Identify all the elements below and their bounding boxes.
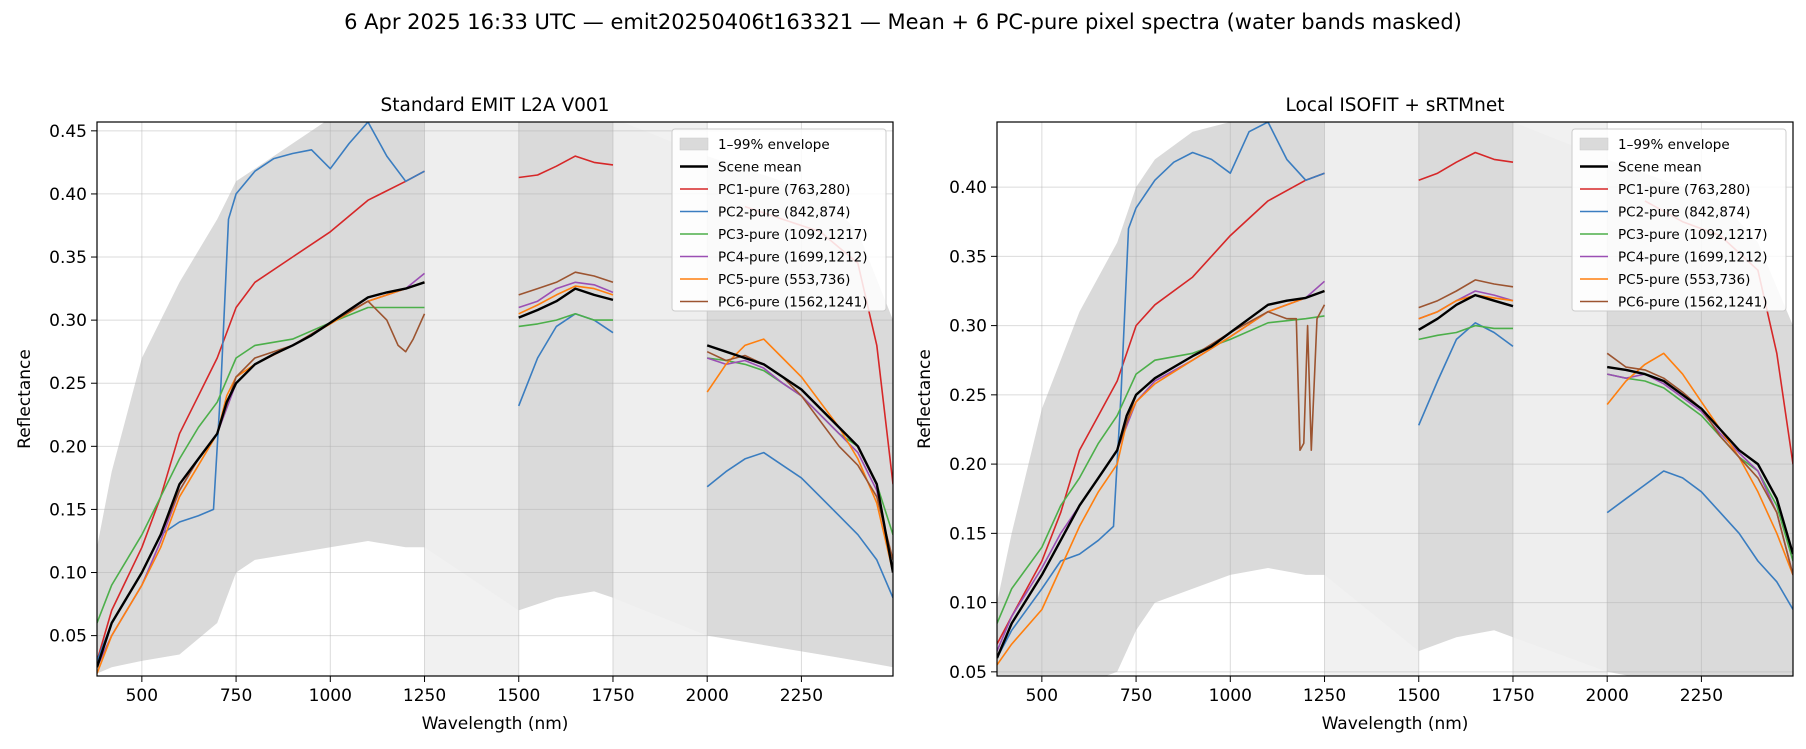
series-line-pc2 — [1606, 470, 1793, 610]
x-tick-label: 1000 — [309, 686, 352, 706]
masked-band-1 — [1324, 122, 1419, 676]
x-tick-label: 2000 — [686, 686, 729, 706]
x-axis-label: Wavelength (nm) — [1322, 714, 1469, 734]
series-line-pc5 — [1418, 294, 1514, 320]
figure-title: 6 Apr 2025 16:33 UTC — emit20250406t1633… — [344, 10, 1462, 34]
legend-swatch-envelope — [679, 137, 709, 151]
series-line-pc4 — [1607, 373, 1793, 576]
series-line-pc4 — [518, 281, 614, 309]
legend-label: PC5-pure (553,736) — [1618, 272, 1750, 288]
axes-frame — [96, 121, 894, 677]
chart-panel-1: 500 750 1000 1250 1500 1750 2000 2250 0.05 0.10 0.… — [15, 95, 894, 734]
y-tick-label: 0.10 — [49, 564, 87, 584]
series-line-pc6 — [706, 350, 893, 561]
y-tick-label: 0.20 — [949, 455, 987, 475]
series-line-pc6 — [518, 271, 614, 296]
legend-label: Scene mean — [718, 160, 802, 176]
legend-label: PC1-pure (763,280) — [718, 182, 850, 198]
y-tick-label: 0.45 — [49, 122, 87, 142]
y-axis-label: Reflectance — [915, 349, 935, 449]
axes-frame — [996, 121, 1794, 677]
series-line-pc3 — [518, 313, 613, 328]
y-tick-label: 0.10 — [949, 594, 987, 614]
legend-label: PC3-pure (1092,1217) — [718, 227, 868, 243]
x-tick-label: 750 — [220, 686, 252, 706]
x-tick-label: 500 — [126, 686, 158, 706]
legend-label: PC3-pure (1092,1217) — [1618, 227, 1768, 243]
y-axis-label: Reflectance — [15, 349, 35, 449]
y-tick-label: 0.25 — [49, 374, 87, 394]
y-tick-label: 0.15 — [949, 524, 987, 544]
legend-label: PC2-pure (842,874) — [1618, 205, 1750, 221]
x-tick-label: 1500 — [1397, 686, 1440, 706]
y-tick-label: 0.05 — [49, 627, 87, 647]
legend-label: 1–99% envelope — [718, 137, 830, 153]
series-line-pc5 — [706, 338, 893, 573]
series-line-mean — [1607, 365, 1793, 555]
x-tick-label: 500 — [1026, 686, 1058, 706]
series-line-pc3 — [97, 306, 425, 624]
x-tick-label: 1750 — [1491, 686, 1534, 706]
series-line-pc5 — [1606, 352, 1793, 576]
series-line-pc1 — [97, 170, 425, 662]
series-line-pc2 — [1417, 322, 1514, 426]
x-tick-label: 2250 — [780, 686, 823, 706]
y-tick-label: 0.30 — [949, 317, 987, 337]
series-line-pc2 — [706, 451, 893, 599]
legend-frame — [1571, 128, 1787, 312]
series-line-pc1 — [518, 155, 614, 179]
x-axis-label: Wavelength (nm) — [422, 714, 569, 734]
x-tick-label: 1000 — [1209, 686, 1252, 706]
x-tick-label: 2000 — [1586, 686, 1629, 706]
y-tick-label: 0.35 — [949, 247, 987, 267]
series-line-mean — [1418, 293, 1514, 331]
series-line-pc2 — [517, 313, 614, 407]
y-tick-label: 0.30 — [49, 311, 87, 331]
subplot-title: Local ISOFIT + sRTMnet — [1285, 95, 1504, 116]
chart-panel-2: 500 750 1000 1250 1500 1750 2000 2250 0.05 0.10 0.… — [915, 95, 1794, 734]
legend-frame — [671, 128, 887, 312]
y-tick-label: 0.15 — [49, 500, 87, 520]
series-line-pc3 — [997, 315, 1325, 624]
series-line-pc3 — [1418, 324, 1513, 341]
x-tick-label: 1750 — [591, 686, 634, 706]
legend: 1–99% envelope Scene mean PC1-pure (763,28… — [1571, 128, 1787, 312]
series-line-mean — [997, 289, 1325, 659]
series-line-mean — [518, 287, 614, 319]
y-tick-label: 0.25 — [949, 386, 987, 406]
legend-label: PC4-pure (1699,1212) — [718, 250, 868, 266]
series-line-mean — [706, 344, 893, 573]
legend-label: PC5-pure (553,736) — [718, 272, 850, 288]
x-tick-label: 2250 — [1680, 686, 1723, 706]
legend-label: PC6-pure (1562,1241) — [1618, 295, 1768, 311]
legend-swatch-envelope — [1579, 137, 1609, 151]
y-tick-label: 0.05 — [949, 663, 987, 683]
series-line-pc1 — [1418, 151, 1514, 181]
series-line-pc3 — [1607, 373, 1793, 562]
subplot-title: Standard EMIT L2A V001 — [381, 95, 610, 116]
y-tick-label: 0.35 — [49, 248, 87, 268]
y-tick-label: 0.20 — [49, 437, 87, 457]
series-line-mean — [97, 281, 425, 668]
x-tick-label: 1250 — [1303, 686, 1346, 706]
series-line-pc5 — [518, 285, 614, 315]
masked-band-1 — [424, 122, 519, 676]
y-tick-label: 0.40 — [49, 185, 87, 205]
legend-label: PC2-pure (842,874) — [718, 205, 850, 221]
series-line-pc1 — [997, 172, 1325, 645]
x-tick-label: 1500 — [497, 686, 540, 706]
legend-label: PC1-pure (763,280) — [1618, 182, 1750, 198]
y-tick-label: 0.40 — [949, 178, 987, 198]
legend-label: Scene mean — [1618, 160, 1702, 176]
series-line-pc6 — [1418, 279, 1514, 309]
legend: 1–99% envelope Scene mean PC1-pure (763,28… — [671, 128, 887, 312]
x-tick-label: 750 — [1120, 686, 1152, 706]
legend-label: PC4-pure (1699,1212) — [1618, 250, 1768, 266]
x-tick-label: 1250 — [403, 686, 446, 706]
legend-label: 1–99% envelope — [1618, 137, 1730, 153]
legend-label: PC6-pure (1562,1241) — [718, 295, 868, 311]
